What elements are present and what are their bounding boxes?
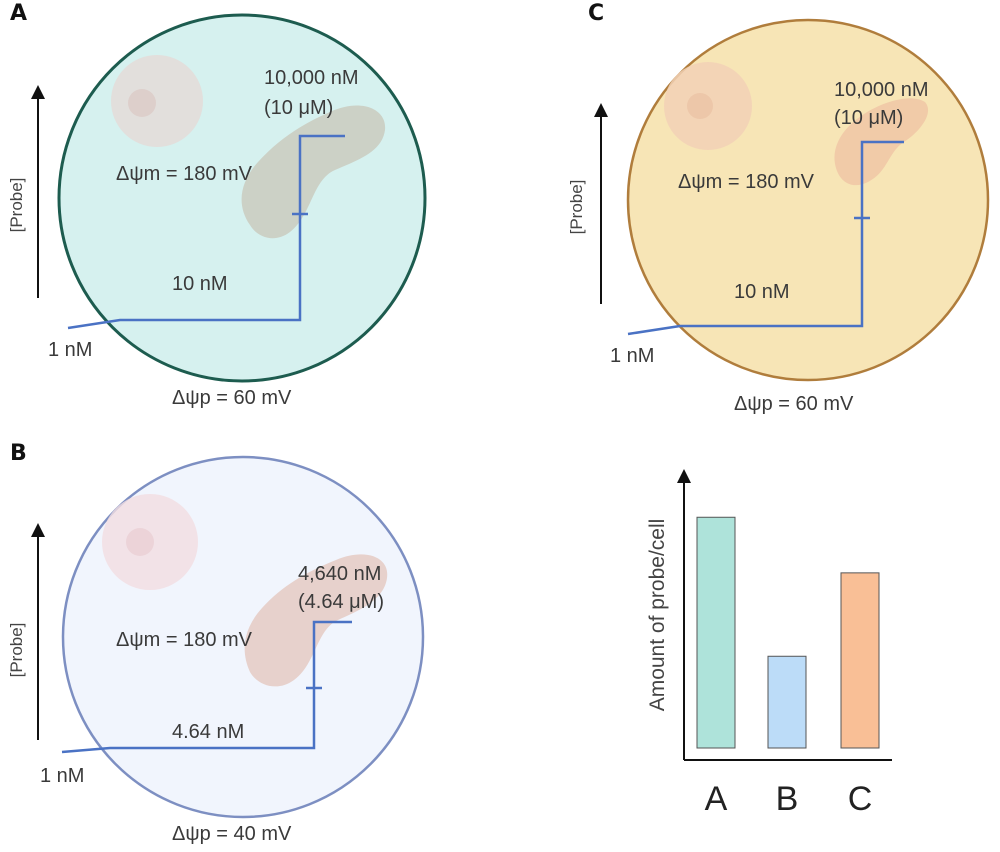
panel-b-letter: B: [10, 441, 27, 466]
panel-c-mito-concentration: 10,000 nM: [834, 79, 929, 101]
panel-a-outside-concentration: 1 nM: [48, 339, 92, 361]
panel-b-concentration-line: [61, 688, 316, 754]
bar-c: [840, 572, 880, 749]
bar-a: [696, 516, 736, 749]
bar-label-a: A: [705, 780, 728, 818]
panel-a-probe-axis-label: [Probe]: [7, 178, 26, 233]
panel-c-concentration-line: [627, 218, 864, 336]
panel-b-outside-concentration: 1 nM: [40, 765, 84, 787]
panel-a-mitochondrion: [241, 105, 386, 239]
panel-c-letter: C: [588, 1, 604, 26]
bar-b: [767, 655, 807, 749]
panel-c-delta-psi-p: Δψp = 60 mV: [734, 393, 854, 415]
panel-c-delta-psi-m: Δψm = 180 mV: [678, 171, 815, 193]
panel-a-nucleus: [111, 55, 203, 147]
panel-b-probe-axis-label: [Probe]: [7, 623, 26, 678]
chart-category-labels: A B C: [705, 780, 873, 818]
chart-bars: [696, 516, 880, 749]
panel-b-delta-psi-m: Δψm = 180 mV: [116, 629, 253, 651]
bar-chart: Amount of probe/cell A B C: [646, 469, 892, 818]
panel-a-matrix-line: [298, 134, 345, 214]
panel-a-cytoplasm-concentration: 10 nM: [172, 273, 228, 295]
panel-c-matrix-line: [860, 140, 904, 218]
panel-a-letter: A: [10, 1, 27, 26]
panel-c: C [Probe] 10,000 nM (10 μM) Δψm = 180 mV…: [567, 1, 990, 415]
panel-a: A [Probe] 10,000 nM (10 μM) Δψm = 180 mV…: [7, 1, 427, 409]
panel-c-mito-concentration-um: (10 μM): [834, 107, 903, 129]
panel-c-cytoplasm-concentration: 10 nM: [734, 281, 790, 303]
panel-a-mito-concentration-um: (10 μM): [264, 97, 333, 119]
panel-b: B [Probe] 4,640 nM (4.64 μM) Δψm = 180 m…: [7, 441, 425, 845]
panel-a-mito-concentration: 10,000 nM: [264, 67, 359, 89]
panel-b-cytoplasm-concentration: 4.64 nM: [172, 721, 244, 743]
panel-c-nucleus: [664, 62, 752, 150]
panel-a-concentration-line: [67, 214, 302, 330]
panel-b-delta-psi-p: Δψp = 40 mV: [172, 823, 292, 845]
bar-label-c: C: [848, 780, 873, 818]
panel-a-delta-psi-m: Δψm = 180 mV: [116, 163, 253, 185]
panel-b-mito-concentration-um: (4.64 μM): [298, 591, 384, 613]
panel-b-matrix-line: [312, 620, 352, 688]
panel-a-delta-psi-p: Δψp = 60 mV: [172, 387, 292, 409]
panel-b-mito-concentration: 4,640 nM: [298, 563, 381, 585]
panel-c-probe-axis-label: [Probe]: [567, 180, 586, 235]
panel-b-mitochondrion: [244, 554, 388, 687]
panel-b-nucleus: [102, 494, 198, 590]
chart-y-axis-label: Amount of probe/cell: [646, 519, 669, 712]
bar-label-b: B: [776, 780, 799, 818]
panel-c-outside-concentration: 1 nM: [610, 345, 654, 367]
